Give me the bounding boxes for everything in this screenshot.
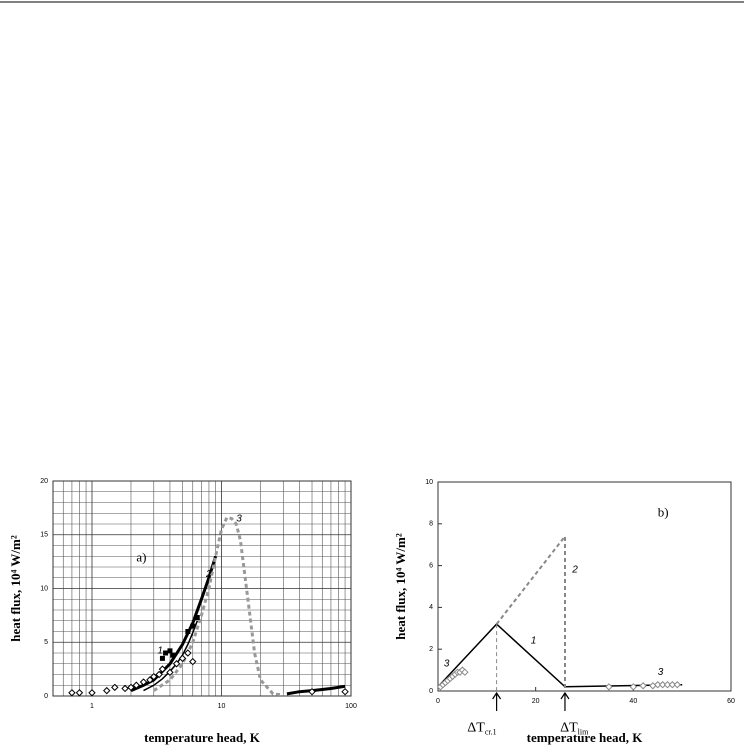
x-tick-label: 10 [218, 703, 226, 710]
diamond-point [132, 681, 141, 689]
diamond-point [461, 668, 469, 676]
annotation-sub: cr.1 [485, 727, 497, 736]
annotation: 3 [444, 658, 450, 669]
diamond-point [663, 681, 672, 689]
y-axis-label: heat flux, 10⁴ W/m² [8, 535, 23, 642]
square-point [163, 650, 169, 656]
annotation-text: ΔT [467, 721, 485, 736]
diamond-point [146, 676, 154, 684]
x-tick-label: 100 [345, 703, 357, 710]
y-tick-label: 5 [44, 639, 48, 646]
x-axis-label: temperature head, K [527, 730, 644, 745]
arrow [492, 691, 502, 711]
diamond-point [103, 686, 111, 695]
x-tick-label: 60 [727, 698, 735, 705]
annotation-sub: lim [578, 727, 589, 736]
annotation-text: ΔT [560, 721, 578, 736]
square-point [170, 652, 176, 658]
annotation: 3 [236, 513, 242, 524]
diamond-point [150, 672, 158, 681]
arrow [560, 691, 570, 711]
diamond-point [111, 683, 119, 692]
plot-frame [437, 481, 732, 692]
y-tick-label: 20 [40, 478, 48, 485]
square-point [185, 629, 191, 634]
diamond-point [189, 657, 197, 666]
y-tick-label: 10 [425, 479, 433, 486]
annotation: ΔTlim [560, 721, 589, 737]
y-tick-label: 15 [40, 532, 48, 539]
diamond-point [172, 660, 181, 668]
diamond-point [127, 683, 135, 692]
annotation: b) [658, 504, 669, 519]
diamond-point [649, 682, 657, 690]
diamond-point [629, 683, 638, 691]
x-tick-label: 40 [629, 698, 637, 705]
diamond-point [88, 689, 96, 697]
plot-frame [52, 480, 352, 697]
annotation: 1 [157, 645, 163, 656]
square-point [159, 655, 165, 661]
x-tick-label: 0 [436, 698, 440, 705]
curve [495, 533, 566, 691]
curve [130, 555, 346, 696]
diamond-point [155, 670, 163, 679]
x-axis-label: temperature head, K [144, 730, 261, 745]
square-point [194, 615, 200, 621]
y-axis-label: heat flux, 10⁴ W/m² [393, 533, 408, 640]
annotation: ΔTcr.1 [467, 721, 496, 737]
diamond-point [658, 681, 667, 689]
x-tick-label: 20 [532, 698, 540, 705]
y-tick-label: 4 [429, 604, 433, 611]
diamond-point [341, 687, 349, 696]
y-tick-label: 0 [429, 688, 433, 695]
curve [152, 515, 284, 697]
diamond-point [308, 687, 316, 696]
diamond-point [639, 682, 647, 690]
curve [437, 623, 683, 688]
diamond-point [654, 681, 662, 689]
diamond-point [605, 683, 613, 691]
square-point [167, 648, 173, 654]
y-tick-label: 2 [429, 646, 433, 653]
diamond-point [166, 668, 174, 677]
annotation: 3 [658, 667, 664, 678]
diamond-point [184, 649, 192, 657]
diamond-point [121, 684, 129, 693]
diamond-point [68, 689, 76, 697]
annotation: a) [136, 549, 146, 564]
y-tick-label: 10 [40, 585, 48, 592]
y-tick-label: 8 [429, 521, 433, 528]
square-point [190, 623, 196, 629]
y-tick-label: 0 [44, 693, 48, 700]
annotation: 2 [205, 569, 212, 580]
diamond-point [668, 681, 677, 689]
x-tick-label: 1 [90, 703, 94, 710]
diamond-point [673, 681, 681, 689]
diamond-point [139, 678, 148, 686]
annotation: 1 [531, 635, 537, 646]
y-tick-label: 6 [429, 562, 433, 569]
diamond-point [158, 665, 167, 673]
diamond-point [178, 654, 187, 663]
diamond-point [75, 689, 84, 697]
annotation: 2 [571, 564, 578, 575]
